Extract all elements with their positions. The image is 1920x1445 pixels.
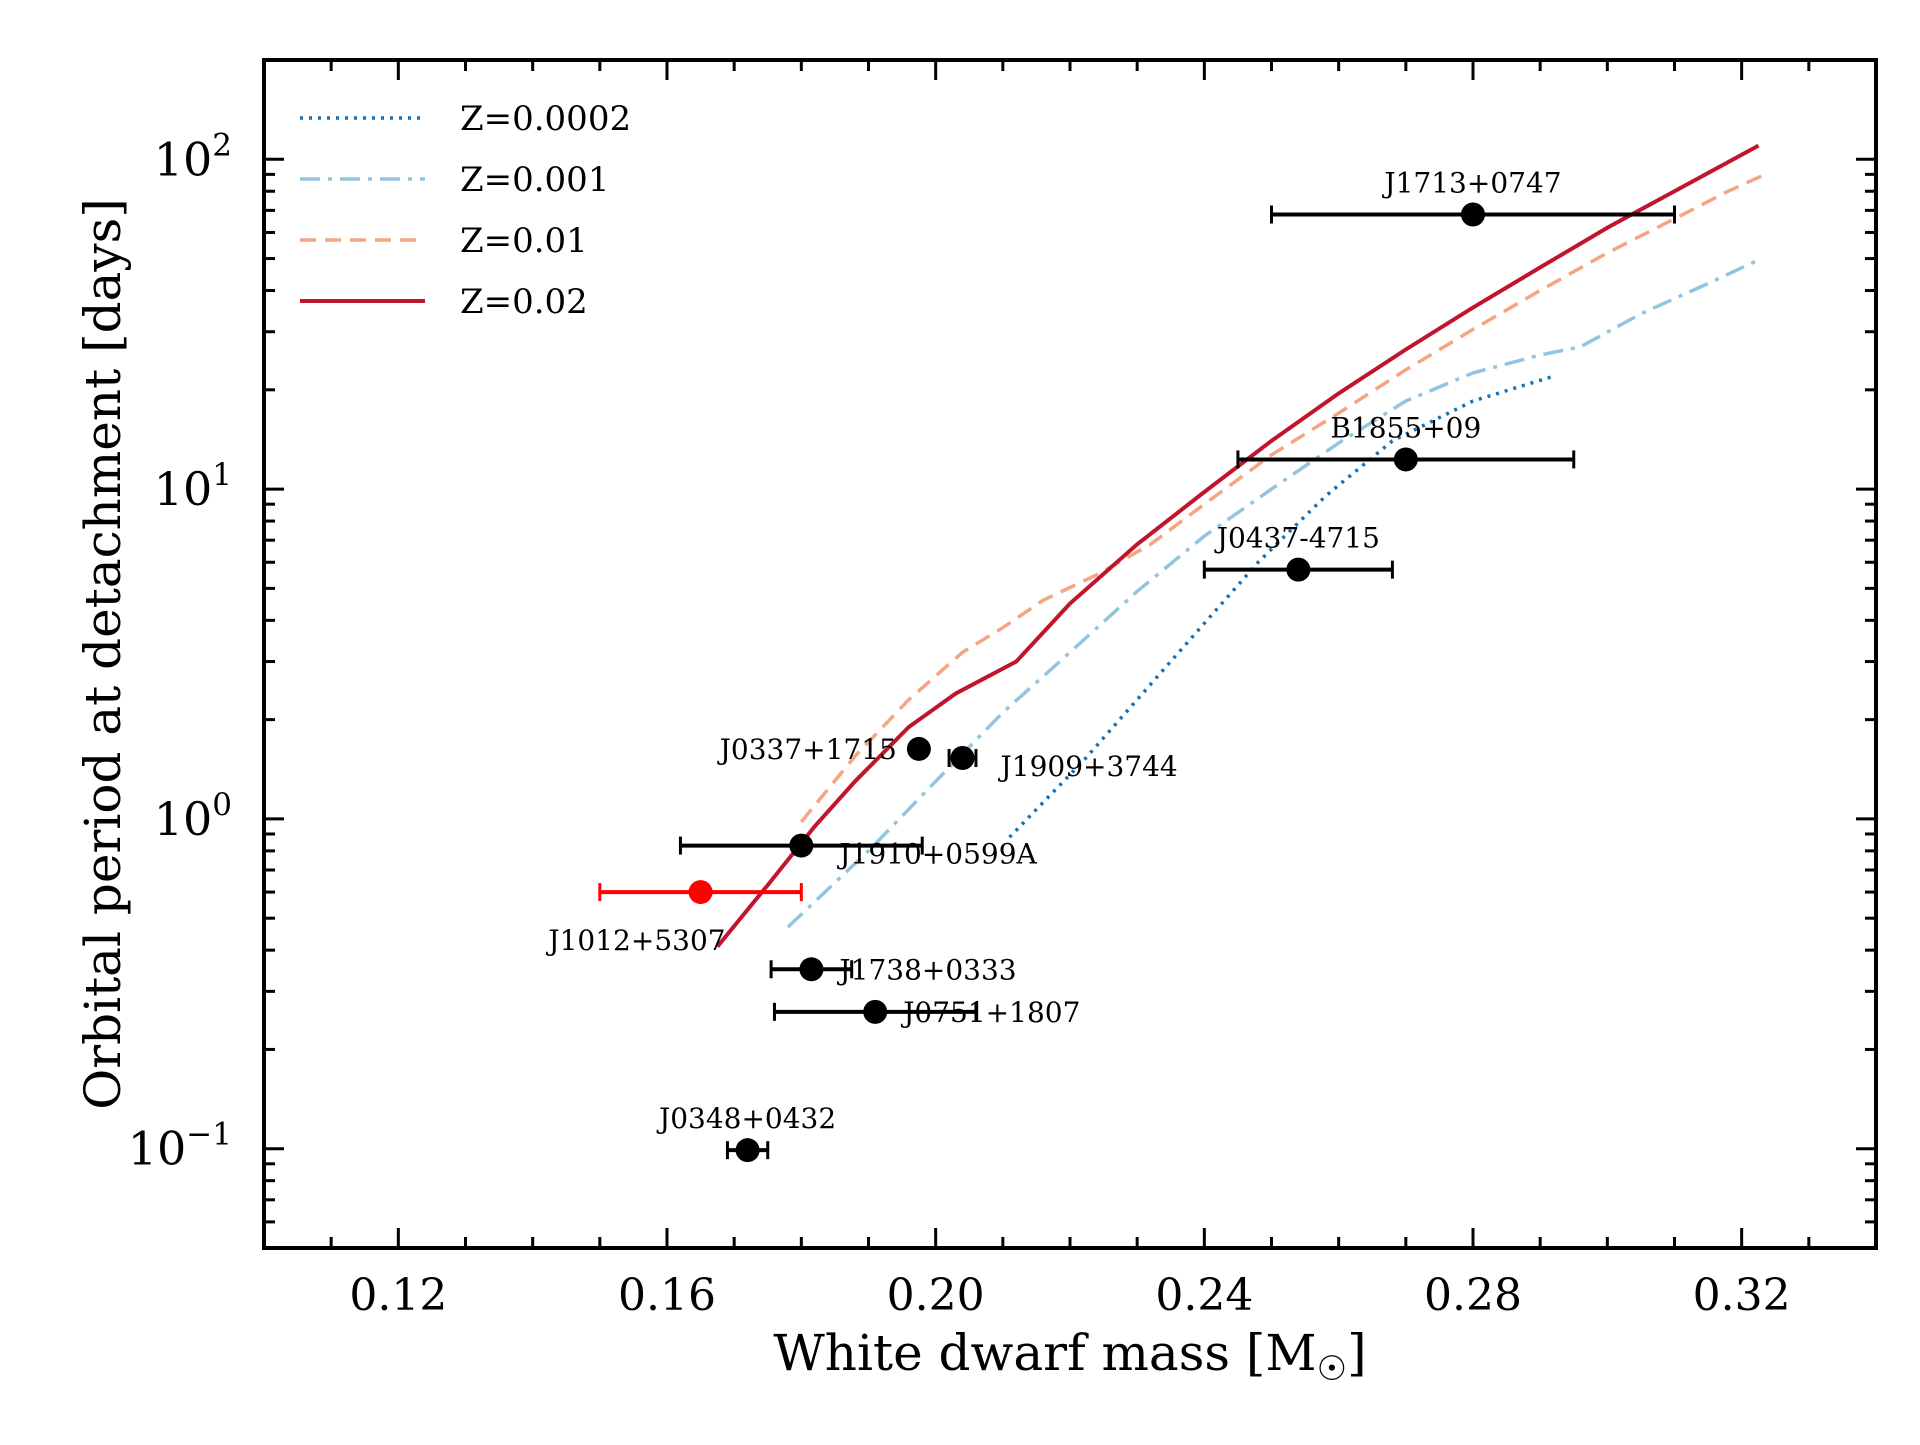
data-point-1 <box>1393 447 1418 472</box>
legend-label-3: Z=0.02 <box>460 282 588 322</box>
data-point-4 <box>950 745 975 770</box>
data-point-5 <box>789 833 814 858</box>
point-label-4: J1909+3744 <box>998 750 1178 783</box>
legend-label-1: Z=0.001 <box>460 160 609 200</box>
x-tick-label-4: 0.28 <box>1424 1270 1522 1321</box>
legend: Z=0.0002 Z=0.001 Z=0.01 Z=0.02 <box>300 99 631 322</box>
legend-label-2: Z=0.01 <box>460 221 588 261</box>
x-tick-label-5: 0.32 <box>1693 1270 1791 1321</box>
y-tick-label-1: 100 <box>154 787 232 846</box>
point-label-5: J1910+0599A <box>836 838 1037 871</box>
x-tick-label-3: 0.24 <box>1155 1270 1253 1321</box>
point-label-1: B1855+09 <box>1330 411 1481 444</box>
series-line-0 <box>1008 374 1555 839</box>
y-tick-label-2: 101 <box>154 457 232 516</box>
point-label-3: J0337+1715 <box>717 733 897 766</box>
x-tick-label-2: 0.20 <box>887 1270 985 1321</box>
data-point-6 <box>688 880 713 905</box>
point-label-8: J0751+1807 <box>900 996 1080 1029</box>
data-point-9 <box>735 1138 760 1163</box>
data-point-3 <box>906 736 931 761</box>
series-line-1 <box>786 259 1756 929</box>
data-point-8 <box>863 999 888 1024</box>
axes-frame: 0.12 0.16 0.20 0.24 0.28 0.32 10−1 100 101 102 <box>128 58 1878 1321</box>
points-layer: J1713+0747 B1855+09 J0437-4715 J0337+1715 J1… <box>545 167 1676 1163</box>
point-label-2: J0437-4715 <box>1214 522 1380 555</box>
data-point-7 <box>799 957 824 982</box>
y-tick-label-3: 102 <box>154 127 232 186</box>
point-label-0: J1713+0747 <box>1381 167 1561 200</box>
y-axis-label: Orbital period at detachment [days] <box>74 198 132 1110</box>
y-tick-label-0: 10−1 <box>128 1117 232 1176</box>
x-tick-label-0: 0.12 <box>349 1270 447 1321</box>
legend-label-0: Z=0.0002 <box>460 99 631 139</box>
series-line-2 <box>799 172 1766 823</box>
x-axis-label: White dwarf mass [M☉] <box>773 1324 1366 1389</box>
series-layer <box>715 143 1766 948</box>
point-label-7: J1738+0333 <box>836 953 1016 986</box>
point-label-6: J1012+5307 <box>545 924 725 957</box>
data-point-0 <box>1461 202 1485 227</box>
data-point-2 <box>1286 557 1311 582</box>
series-line-3 <box>715 143 1760 948</box>
x-tick-label-1: 0.16 <box>618 1270 716 1321</box>
point-label-9: J0348+0432 <box>656 1102 836 1135</box>
